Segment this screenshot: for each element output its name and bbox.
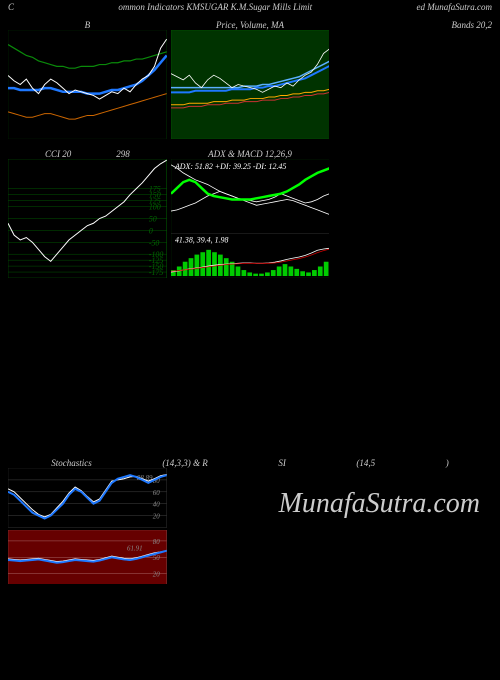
header-right: ed MunafaSutra.com [417, 2, 493, 12]
svg-text:20: 20 [153, 513, 160, 521]
title-bollinger: B [8, 20, 167, 30]
stoch-panel: 8060402088.89 [8, 468, 167, 528]
svg-text:100: 100 [149, 203, 161, 212]
stoch-label-4: (14,5 [356, 458, 375, 468]
title-price: Price, Volume, MA [171, 20, 330, 30]
header-center: ommon Indicators KMSUGAR K.M.Sugar Mills… [118, 2, 312, 12]
bollinger-panel [8, 30, 167, 139]
svg-text:80: 80 [153, 537, 160, 545]
adx-panel: ADX: 51.82 +DI: 39.25 -DI: 12.45 41.38, 3… [171, 159, 330, 278]
title-adx: ADX & MACD 12,26,9 [171, 149, 330, 159]
stoch-label-5: ) [446, 458, 449, 468]
stoch-label-2: (14,3,3) & R [162, 458, 208, 468]
rsi-panel: 80 50 20 61.91 [8, 530, 167, 585]
svg-text:ADX: 51.82 +DI: 39.25 -DI: 12.: ADX: 51.82 +DI: 39.25 -DI: 12.45 [174, 162, 286, 171]
svg-text:20: 20 [153, 570, 160, 578]
svg-text:61.91: 61.91 [127, 544, 143, 552]
stoch-label-3: SI [278, 458, 286, 468]
svg-text:0: 0 [149, 226, 153, 235]
svg-text:41.38, 39.4, 1.98: 41.38, 39.4, 1.98 [175, 235, 229, 244]
cci-panel: 175150125100500-50-100-125-150-175 [8, 159, 167, 278]
stoch-label-1: Stochastics [51, 458, 92, 468]
svg-text:50: 50 [149, 215, 157, 224]
svg-text:40: 40 [153, 501, 160, 509]
svg-text:60: 60 [153, 489, 160, 497]
header-left: C [8, 2, 14, 12]
title-cci: CCI 20 298 [8, 149, 167, 159]
svg-text:-175: -175 [149, 268, 164, 277]
title-bands: Bands 20,2 [333, 20, 492, 30]
svg-text:50: 50 [153, 554, 160, 562]
watermark-text: MunafaSutra.com [279, 488, 480, 520]
price-panel [171, 30, 330, 139]
svg-text:-50: -50 [149, 238, 160, 247]
bands-spacer [333, 30, 492, 139]
